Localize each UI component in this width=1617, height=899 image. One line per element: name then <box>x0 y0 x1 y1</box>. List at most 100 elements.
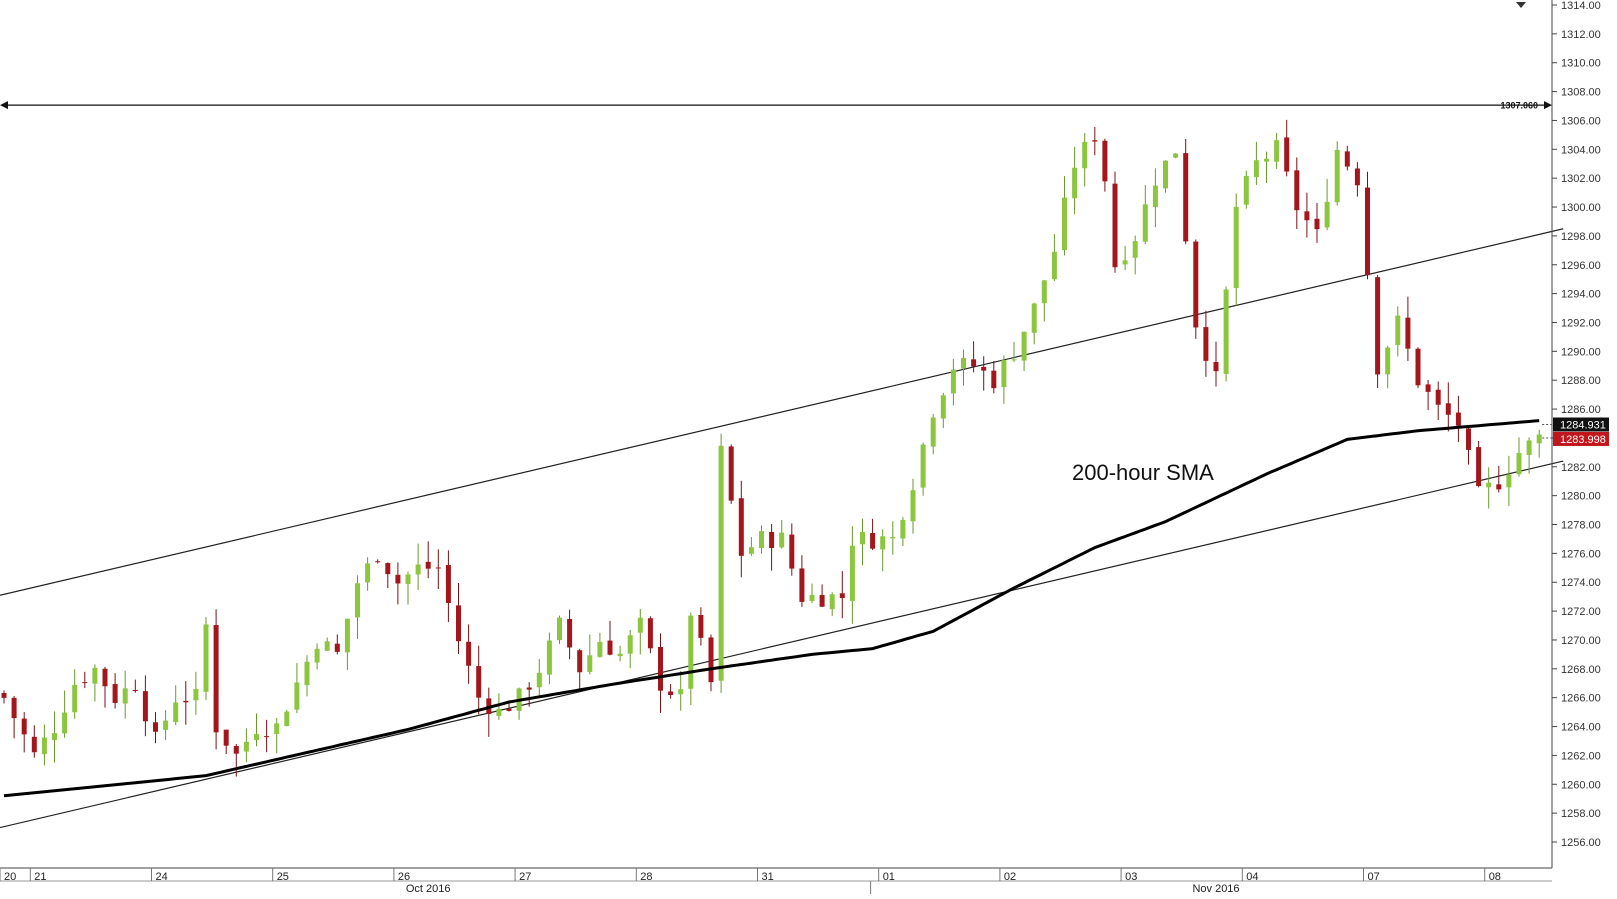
candle-body-up <box>41 737 47 755</box>
candle-body-up <box>809 594 815 601</box>
candle <box>1526 437 1532 474</box>
candle <box>21 712 27 753</box>
candle-body-down <box>1365 187 1370 276</box>
candle <box>1294 157 1300 229</box>
price-tick-label: 1306.00 <box>1561 115 1601 127</box>
candle-body-up <box>1506 474 1512 488</box>
candle <box>839 571 845 619</box>
time-axis: 20 21 24 25 26 27 28 31 01 02 03 04 07 08 Oct 2016 Nov … <box>0 867 1552 895</box>
price-tick-label: 1260.00 <box>1561 779 1601 791</box>
candle-body-up <box>1051 251 1057 280</box>
candle <box>334 634 340 655</box>
candle-body-down <box>233 746 239 754</box>
candle <box>1152 168 1158 228</box>
candle <box>1334 141 1340 206</box>
candle <box>607 620 613 656</box>
candle-body-up <box>203 624 209 692</box>
candle-body-down <box>1476 447 1482 487</box>
upper-channel-trendline <box>0 228 1564 596</box>
candle-body-up <box>243 741 249 752</box>
candle <box>344 618 350 670</box>
candle-body-down <box>1193 241 1199 328</box>
triangle-down-icon[interactable] <box>1514 0 1528 10</box>
candle <box>52 711 57 763</box>
candle <box>183 681 189 725</box>
candle-body-up <box>1274 140 1280 162</box>
candle <box>668 684 674 699</box>
candle <box>1112 171 1118 273</box>
candle <box>122 670 128 719</box>
candle <box>678 670 684 711</box>
sma-annotation: 200-hour SMA <box>1072 460 1214 485</box>
candle <box>445 550 451 623</box>
candle-body-down <box>1354 168 1360 186</box>
candle-body-up <box>1536 434 1542 444</box>
candle-body-down <box>334 643 340 652</box>
candle-body-up <box>536 672 542 688</box>
candle <box>1163 160 1168 193</box>
candle <box>1253 141 1259 185</box>
day-label: 28 <box>640 871 652 883</box>
candle-body-down <box>1213 361 1219 372</box>
candle <box>1344 145 1350 171</box>
candle <box>1062 176 1067 256</box>
candle-body-up <box>1031 303 1037 333</box>
candle-body-down <box>870 533 876 549</box>
candle <box>1243 170 1249 209</box>
candle-body-down <box>567 619 573 648</box>
candle <box>1516 437 1522 477</box>
candle-body-down <box>819 595 825 607</box>
candle <box>435 549 441 589</box>
candle-body-down <box>1112 183 1118 268</box>
candle-body-up <box>1173 153 1179 158</box>
candle-body-down <box>1455 412 1461 426</box>
candle-body-down <box>577 650 583 673</box>
price-tick-label: 1294.00 <box>1561 289 1601 301</box>
candle-body-up <box>950 369 956 394</box>
candle-body-down <box>264 736 270 738</box>
candle <box>1 690 7 704</box>
candle <box>718 433 724 693</box>
candle-body-up <box>597 641 603 657</box>
day-label: 01 <box>883 871 895 883</box>
sma-line <box>3 419 1540 798</box>
day-label: 26 <box>398 871 410 883</box>
candle-body-up <box>748 547 754 554</box>
candle <box>910 478 916 534</box>
candle <box>294 663 300 714</box>
sma-price-tag-label: 1284.931 <box>1560 419 1606 431</box>
price-tick-label: 1288.00 <box>1561 375 1601 387</box>
candle-body-up <box>163 720 169 730</box>
price-tick-label: 1266.00 <box>1561 693 1601 705</box>
price-tick-label: 1282.00 <box>1561 462 1601 474</box>
candle-body-down <box>385 563 391 575</box>
candle <box>496 693 502 720</box>
candle <box>1213 341 1219 387</box>
candle <box>567 609 573 660</box>
candle-body-up <box>1233 206 1239 288</box>
candle <box>1304 192 1310 238</box>
day-label: 08 <box>1489 871 1501 883</box>
candle-body-up <box>718 445 724 681</box>
candle <box>425 541 431 579</box>
candle-body-up <box>1334 149 1340 203</box>
candle-body-up <box>627 635 633 654</box>
candle <box>658 633 663 713</box>
candle-body-up <box>1253 160 1259 178</box>
candle-body-up <box>678 689 684 695</box>
price-tick-label: 1272.00 <box>1561 606 1601 618</box>
candle <box>647 616 653 654</box>
price-tick-label: 1302.00 <box>1561 173 1601 185</box>
candle-body-up <box>940 395 946 419</box>
candle-body-down <box>991 370 997 389</box>
candle <box>284 709 290 727</box>
resistance-label: 1307.060 <box>1500 101 1538 111</box>
candle-body-up <box>274 723 280 735</box>
sma-200-line <box>3 419 1540 798</box>
candle-body-down <box>1102 140 1108 182</box>
day-label: 31 <box>762 871 774 883</box>
candle-body-down <box>738 498 744 556</box>
candle <box>748 536 754 556</box>
candle-body-down <box>435 567 441 569</box>
